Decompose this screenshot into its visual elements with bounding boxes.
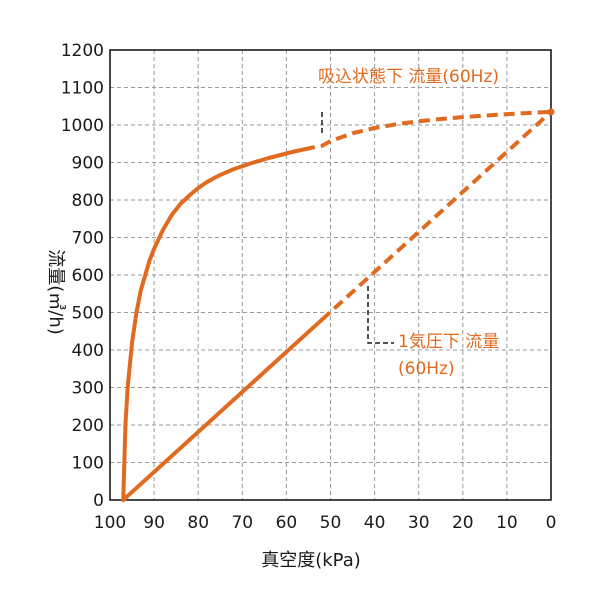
- y-tick-label: 900: [72, 154, 104, 174]
- x-tick-label: 20: [452, 513, 474, 533]
- y-tick-label: 800: [72, 191, 104, 211]
- x-tick-label: 50: [320, 513, 342, 533]
- series-suction-flow-solid: [121, 147, 307, 502]
- annotations: 吸込状態下 流量(60Hz) 1気圧下 流量 (60Hz): [318, 67, 499, 379]
- y-axis-title: 流量(㎥/h): [45, 249, 66, 335]
- annotation-suction-flow: 吸込状態下 流量(60Hz): [318, 67, 499, 87]
- y-tick-label: 100: [72, 454, 104, 474]
- plot-frame: [109, 49, 552, 501]
- series-suction-flow-dashed: [303, 109, 552, 152]
- x-tick-label: 80: [187, 513, 209, 533]
- axes: 0100200300400500600700800900100011001200…: [61, 41, 557, 533]
- series-atm-flow-dashed: [320, 110, 553, 322]
- annotation-atm-flow-line2: (60Hz): [398, 359, 455, 379]
- y-tick-label: 1100: [61, 79, 104, 99]
- series-atm-flow-solid: [121, 317, 324, 502]
- x-tick-label: 70: [231, 513, 253, 533]
- x-tick-label: 40: [364, 513, 386, 533]
- y-tick-label: 500: [72, 304, 104, 324]
- x-axis-title: 真空度(kPa): [261, 550, 361, 571]
- y-tick-label: 0: [93, 491, 104, 511]
- series-layer: [121, 108, 555, 502]
- y-tick-label: 400: [72, 341, 104, 361]
- x-tick-label: 30: [408, 513, 430, 533]
- x-tick-label: 90: [143, 513, 165, 533]
- y-tick-label: 1200: [61, 41, 104, 61]
- y-tick-label: 600: [72, 266, 104, 286]
- y-tick-label: 1000: [61, 116, 104, 136]
- y-tick-label: 300: [72, 379, 104, 399]
- annotation-leader-atm: [367, 286, 394, 344]
- x-tick-label: 60: [276, 513, 298, 533]
- x-tick-label: 0: [546, 513, 557, 533]
- x-tick-label: 100: [94, 513, 126, 533]
- series-endpoint: [547, 108, 555, 116]
- y-tick-label: 700: [72, 229, 104, 249]
- x-tick-label: 10: [496, 513, 518, 533]
- annotation-atm-flow-line1: 1気圧下 流量: [398, 332, 499, 352]
- y-tick-label: 200: [72, 416, 104, 436]
